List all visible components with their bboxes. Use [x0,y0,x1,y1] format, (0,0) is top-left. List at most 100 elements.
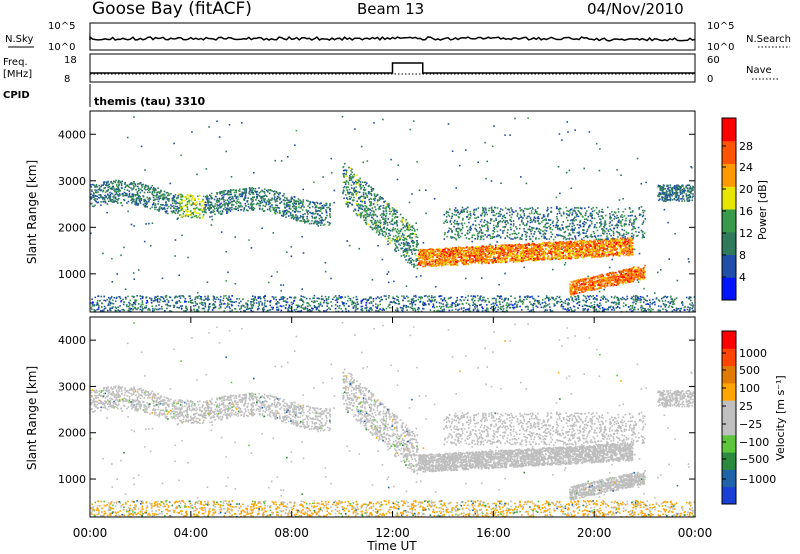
power-cell [382,218,384,220]
power-cell [283,211,286,214]
power-cell [654,303,656,306]
power-cell [387,229,390,231]
power-cell [396,308,399,310]
power-cell [526,295,528,297]
power-cell [149,188,152,190]
power-cell [167,194,169,197]
power-cell [340,297,342,299]
power-cell [112,185,114,188]
power-cell [603,248,605,250]
power-cell [179,301,182,303]
power-cell [95,189,98,192]
power-cell [376,228,379,230]
power-cell [276,302,278,305]
power-cell [117,187,120,189]
power-cell [600,249,602,252]
power-cell [647,303,649,305]
power-cell [383,221,385,224]
power-cell [297,304,299,307]
power-cell [103,181,106,183]
power-cell [237,209,239,212]
power-cell [386,227,388,230]
power-cell [313,294,316,297]
power-cell [451,306,453,308]
power-cell [327,307,330,309]
power-cell [292,215,295,217]
power-cell [632,301,634,304]
power-cell [276,195,279,198]
power-cell [428,299,431,301]
power-cell [180,214,182,217]
power-cell [590,302,592,304]
power-cell [148,189,150,192]
power-cell [170,193,172,195]
power-cell [405,259,407,261]
power-cell [552,243,554,245]
power-cell [479,296,481,298]
power-cell [570,252,572,255]
power-cell [204,211,206,213]
power-cell [211,215,213,218]
power-cell [353,182,355,184]
power-cell [536,249,538,252]
power-cell [343,176,345,178]
power-cell [622,253,625,256]
power-cell [582,252,584,255]
power-cell [94,309,97,312]
power-cell [409,257,411,260]
power-cell [171,202,174,205]
power-cell [206,207,209,209]
power-cell [356,202,358,205]
power-cell [325,310,327,312]
power-cell [467,295,469,297]
power-cell [309,304,311,307]
power-cell [352,176,355,178]
power-cell [275,204,277,206]
power-cell [509,247,511,250]
power-cell [545,295,548,297]
power-cell [597,304,599,307]
power-cell [167,304,169,307]
power-cell [390,223,392,225]
power-cell [302,213,304,216]
power-cell [395,230,398,232]
power-cell [212,304,214,306]
power-cell [396,295,398,298]
power-cell [365,210,368,212]
power-cell [112,299,114,302]
power-cell [406,222,408,225]
power-cell [109,197,111,200]
power-cell [271,204,273,206]
power-cell [393,222,396,225]
power-cell [262,190,264,193]
power-cell [117,191,120,193]
power-cell [178,300,180,302]
power-cell [141,183,143,186]
power-cell [528,248,531,251]
power-cell [646,303,649,305]
power-cell [326,221,329,223]
power-cell [602,297,604,300]
power-cell [364,189,367,191]
power-cell [292,302,295,305]
power-cell [251,204,253,206]
power-cell [286,199,288,201]
power-cell [256,190,258,193]
power-cell [283,193,285,195]
power-cell [585,297,588,300]
power-cell [276,197,278,200]
power-cell [94,296,97,299]
power-cell [329,308,332,310]
power-cell [319,222,321,224]
power-cell [316,300,318,302]
power-cell [207,310,209,312]
power-cell [109,302,112,304]
power-cell [395,209,398,212]
power-cell [250,187,252,190]
power-cell [572,300,575,303]
power-cell [287,308,289,310]
power-cell [201,302,204,304]
power-cell [348,179,351,182]
power-cell [348,195,351,198]
power-cell [145,200,148,203]
